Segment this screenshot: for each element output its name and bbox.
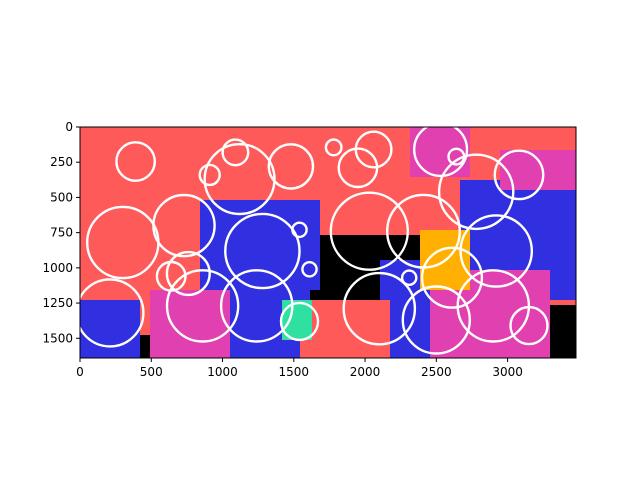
x-tick-label: 0 — [76, 365, 84, 379]
circle-marker-26 — [165, 269, 240, 343]
circle-markers — [80, 127, 549, 355]
y-tick-label: 1000 — [42, 261, 73, 275]
circle-marker-11 — [437, 153, 515, 231]
circle-marker-29 — [342, 271, 417, 346]
circle-marker-12 — [493, 149, 545, 201]
circle-marker-22 — [459, 214, 534, 288]
circle-marker-8 — [354, 130, 393, 169]
circle-marker-1 — [115, 141, 157, 182]
circle-marker-32 — [509, 305, 549, 346]
circle-marker-14 — [152, 193, 216, 258]
circle-marker-28 — [279, 301, 320, 342]
x-tick-label: 2500 — [421, 365, 452, 379]
circle-marker-18 — [224, 212, 301, 290]
plot-background-image — [80, 127, 576, 358]
x-tick-label: 1000 — [207, 365, 238, 379]
y-axis: 0 250 500 750 1000 1250 1500 — [42, 120, 80, 345]
y-tick-label: 1500 — [42, 331, 73, 345]
circle-marker-15 — [165, 250, 211, 297]
x-tick-label: 1500 — [279, 365, 310, 379]
circle-marker-24 — [420, 246, 484, 309]
x-tick-label: 2000 — [350, 365, 381, 379]
x-tick-label: 3000 — [492, 365, 523, 379]
y-tick-label: 1250 — [42, 296, 73, 310]
circle-marker-4 — [198, 163, 221, 187]
circle-marker-5 — [267, 143, 315, 190]
y-tick-label: 250 — [50, 155, 73, 169]
circle-marker-23 — [400, 269, 418, 287]
circle-marker-30 — [401, 285, 471, 355]
circle-marker-3 — [203, 143, 276, 216]
circle-marker-27 — [219, 269, 294, 343]
circle-marker-31 — [456, 269, 531, 343]
x-tick-label: 500 — [140, 365, 163, 379]
axes-frame — [79, 126, 577, 359]
y-tick-label: 500 — [50, 190, 73, 204]
y-tick-label: 750 — [50, 226, 73, 240]
y-tick-label: 0 — [65, 120, 73, 134]
circle-marker-6 — [324, 138, 343, 157]
circle-marker-19 — [301, 260, 318, 278]
x-axis: 0 500 1000 1500 2000 2500 3000 — [76, 358, 523, 379]
circle-marker-9 — [413, 127, 469, 178]
circle-marker-25 — [80, 278, 145, 348]
circle-marker-20 — [329, 191, 409, 271]
circle-marker-2 — [221, 138, 250, 167]
